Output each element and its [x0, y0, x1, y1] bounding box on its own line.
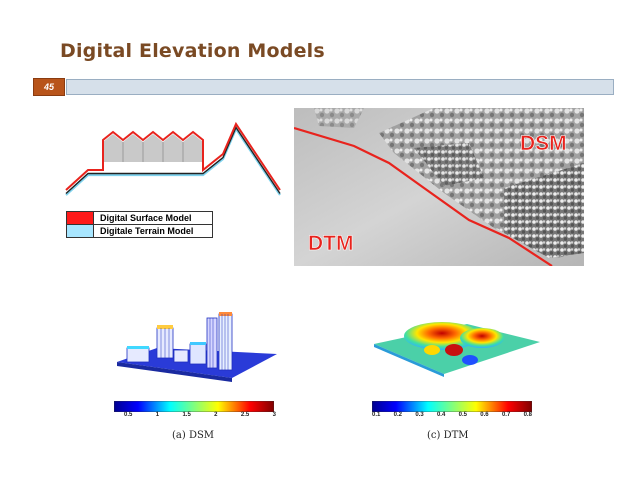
dtm-colorbar [372, 401, 532, 412]
slide-title: Digital Elevation Models [60, 40, 325, 62]
page-number: 45 [33, 78, 65, 96]
tick-label: 0.6 [480, 412, 489, 418]
map-dtm-label: DTM [308, 232, 354, 255]
map-dsm-label: DSM [520, 132, 567, 155]
shaded-relief-map: DSM DTM [294, 108, 584, 266]
dsm-caption: (a) DSM [172, 430, 215, 441]
tick-label: 1 [155, 412, 160, 418]
legend-label: Digital Surface Model [100, 213, 192, 223]
tick-label: 0.5 [124, 412, 133, 418]
dsm-dtm-profile-diagram [65, 121, 281, 196]
dtm-caption: (c) DTM [427, 430, 469, 441]
tick-label: 2.5 [240, 412, 250, 418]
dsm-colorbar [114, 401, 274, 412]
tick-label: 0.8 [523, 412, 532, 418]
legend-swatch-dsm [67, 212, 94, 224]
tick-label: 2 [214, 412, 218, 418]
legend-item: Digitale Terrain Model [67, 225, 212, 237]
tick-label: 0.5 [458, 412, 467, 418]
legend-label: Digitale Terrain Model [100, 226, 194, 236]
tick-label: 1.5 [182, 412, 191, 418]
legend-swatch-dtm [67, 225, 94, 237]
tick-label: 0.1 [372, 412, 381, 418]
tick-label: 0.2 [393, 412, 402, 418]
tick-label: 3 [272, 412, 276, 418]
legend: Digital Surface Model Digitale Terrain M… [66, 211, 213, 238]
dtm-3d-plot [374, 322, 540, 377]
dsm-3d-plot [117, 312, 277, 382]
header-bar [66, 79, 614, 95]
dtm-colorbar-ticks: 0.1 0.2 0.3 0.4 0.5 0.6 0.7 0.8 [372, 412, 532, 418]
dsm-colorbar-ticks: 0.5 1 1.5 2 2.5 3 [124, 412, 276, 418]
tick-label: 0.3 [415, 412, 424, 418]
tick-label: 0.4 [436, 412, 446, 418]
legend-item: Digital Surface Model [67, 212, 212, 225]
tick-label: 0.7 [501, 412, 511, 418]
